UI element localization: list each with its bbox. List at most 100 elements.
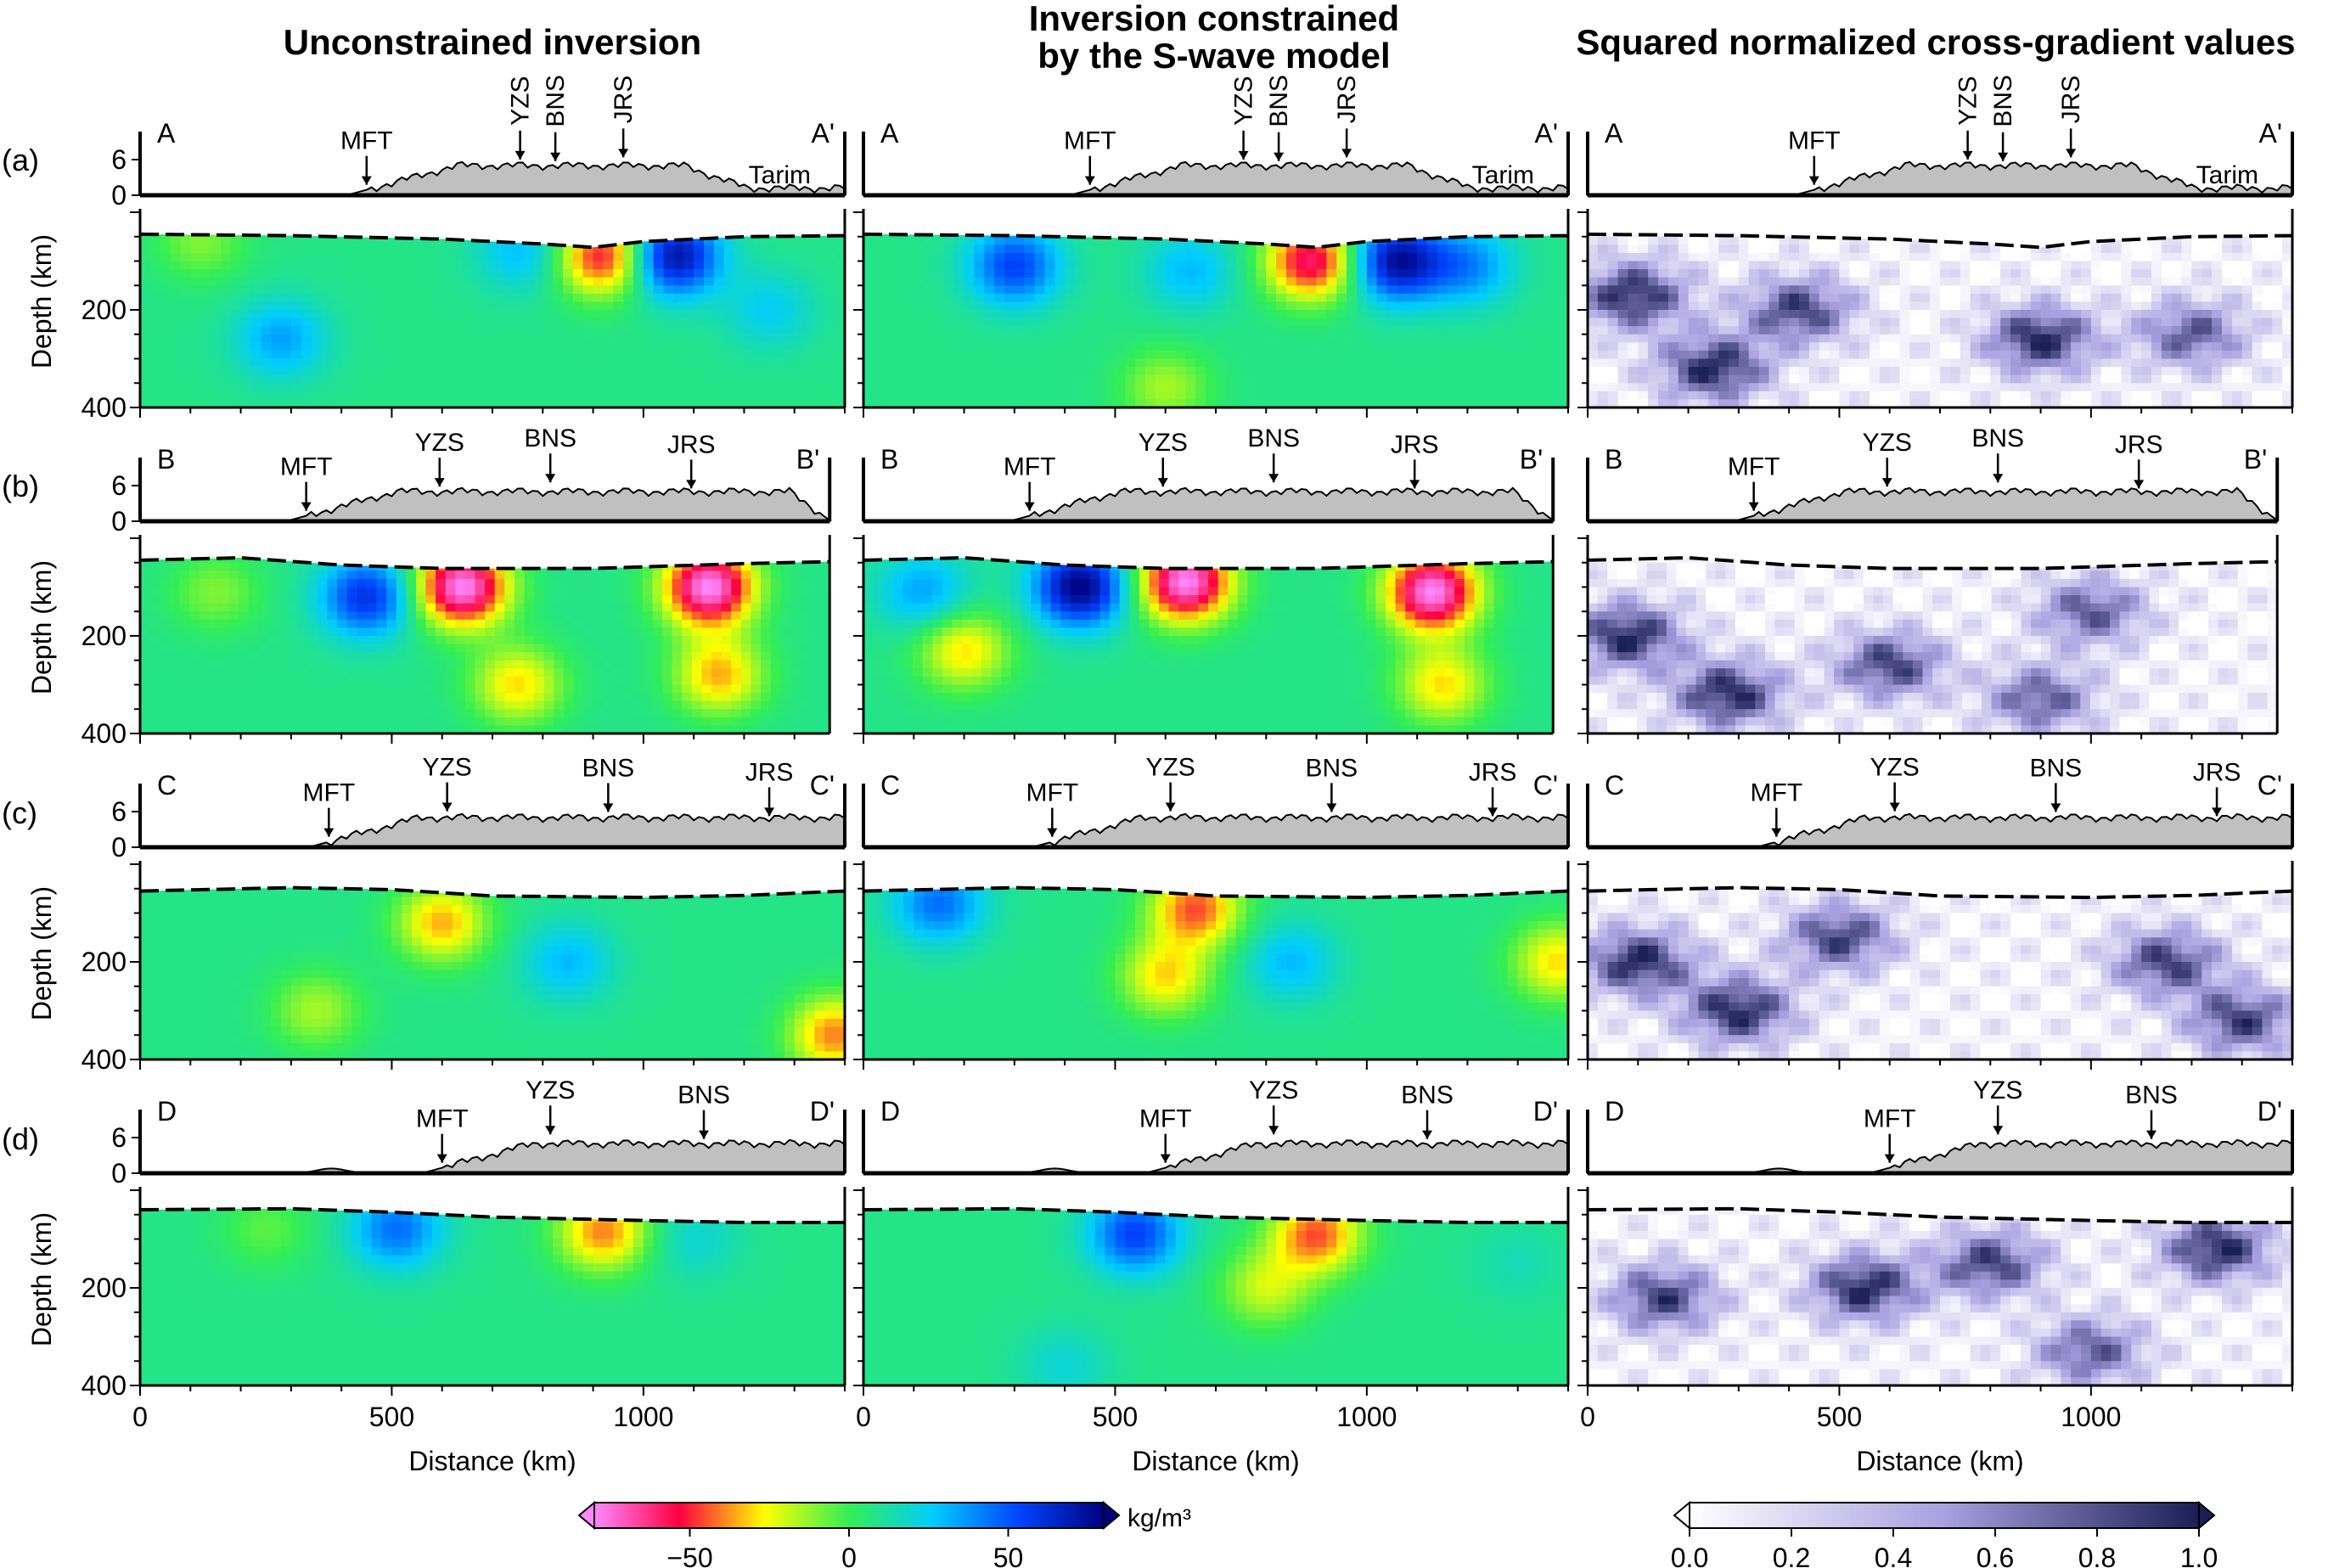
heatmap-cell xyxy=(1256,277,1268,287)
topo-tick-label: 0 xyxy=(111,180,127,211)
heatmap-cell xyxy=(994,285,1005,295)
heatmap-cell xyxy=(893,244,905,254)
heatmap-cell xyxy=(1366,326,1378,335)
heatmap-cell xyxy=(1708,269,1719,278)
heatmap-cell xyxy=(1376,269,1388,278)
heatmap-cell xyxy=(1738,358,1750,368)
heatmap-cell xyxy=(1165,236,1177,246)
heatmap-cell xyxy=(723,310,735,319)
heatmap-cell xyxy=(361,301,373,311)
heatmap-cell xyxy=(351,374,363,385)
heatmap-cell xyxy=(200,367,211,376)
heatmap-cell xyxy=(1517,326,1529,335)
heatmap-cell xyxy=(1185,383,1197,392)
heatmap-cell xyxy=(1960,285,1971,295)
heatmap-cell xyxy=(883,236,895,246)
heatmap-cell xyxy=(1849,293,1860,303)
heatmap-cell xyxy=(1940,244,1951,254)
heatmap-cell xyxy=(794,342,806,351)
heatmap-cell xyxy=(1155,342,1167,351)
heatmap-cell xyxy=(593,318,604,327)
heatmap-cell xyxy=(462,212,473,221)
heatmap-cell xyxy=(200,277,211,287)
heatmap-cell xyxy=(1458,212,1469,221)
heatmap-cell xyxy=(934,277,945,287)
heatmap-cell xyxy=(1729,399,1740,407)
heatmap-cell xyxy=(2010,233,2022,238)
heatmap-cell xyxy=(1930,342,1941,351)
heatmap-cell xyxy=(1034,310,1046,319)
heatmap-cell xyxy=(180,350,192,360)
heatmap-cell xyxy=(1829,310,1841,319)
heatmap-cell xyxy=(774,244,785,254)
heatmap-cell xyxy=(694,277,705,287)
heatmap-cell xyxy=(1698,293,1710,303)
heatmap-cell xyxy=(1336,399,1347,407)
heatmap-cell xyxy=(1879,261,1891,270)
heatmap-cell xyxy=(553,285,564,295)
heatmap-cell xyxy=(2100,399,2112,407)
heatmap-cell xyxy=(1316,277,1328,287)
marker-arrowhead xyxy=(550,152,561,161)
heatmap-cell xyxy=(281,221,292,229)
heatmap-cell xyxy=(1467,399,1479,407)
heatmap-cell xyxy=(2151,358,2162,368)
heatmap-cell xyxy=(391,236,403,246)
heatmap-cell xyxy=(2212,269,2223,278)
heatmap-cell xyxy=(1276,367,1287,376)
heatmap-cell xyxy=(2081,252,2092,262)
heatmap-cell xyxy=(532,233,544,238)
heatmap-cell xyxy=(1075,261,1086,270)
heatmap-cell xyxy=(321,334,333,344)
heatmap-cell xyxy=(1648,399,1659,407)
heatmap-cell xyxy=(2000,318,2011,327)
heatmap-cell xyxy=(290,301,302,311)
heatmap-cell xyxy=(1376,318,1388,327)
heatmap-cell xyxy=(953,383,965,392)
heatmap-cell xyxy=(754,293,765,303)
heatmap-cell xyxy=(1638,358,1649,368)
heatmap-cell xyxy=(522,342,534,351)
heatmap-cell xyxy=(2161,310,2173,319)
heatmap-cell xyxy=(1135,334,1146,344)
heatmap-cell xyxy=(1829,342,1841,351)
heatmap-cell xyxy=(190,334,201,344)
heatmap-cell xyxy=(683,301,694,311)
heatmap-cell xyxy=(1115,221,1126,229)
heatmap-cell xyxy=(361,374,373,385)
heatmap-cell xyxy=(482,269,493,278)
heatmap-cell xyxy=(2081,358,2092,368)
heatmap-cell xyxy=(1899,252,1911,262)
heatmap-cell xyxy=(1517,342,1529,351)
heatmap-cell xyxy=(2030,326,2042,335)
heatmap-cell xyxy=(1909,358,1921,368)
heatmap-cell xyxy=(1920,391,1931,401)
heatmap-cell xyxy=(623,374,634,385)
heatmap-cell xyxy=(1035,221,1046,229)
heatmap-cell xyxy=(371,252,383,262)
heatmap-cell xyxy=(1789,383,1800,392)
heatmap-cell xyxy=(2040,252,2052,262)
heatmap-cell xyxy=(190,391,201,401)
heatmap-cell xyxy=(863,318,874,327)
heatmap-cell xyxy=(170,293,182,303)
heatmap-cell xyxy=(543,269,554,278)
heatmap-cell xyxy=(863,236,874,246)
heatmap-cell xyxy=(1216,334,1227,344)
heatmap-cell xyxy=(613,374,624,385)
heatmap-cell xyxy=(250,285,262,295)
heatmap-cell xyxy=(1417,326,1428,335)
heatmap-cell xyxy=(924,391,935,401)
heatmap-cell xyxy=(593,277,604,287)
heatmap-cell xyxy=(200,244,211,254)
heatmap-cell xyxy=(1145,277,1156,287)
heatmap-cell xyxy=(1507,350,1519,360)
heatmap-cell xyxy=(1397,358,1409,368)
heatmap-cell xyxy=(1638,391,1649,401)
heatmap-cell xyxy=(1759,212,1770,221)
heatmap-cell xyxy=(1667,293,1679,303)
heatmap-cell xyxy=(593,244,604,254)
heatmap-cell xyxy=(1065,358,1076,368)
heatmap-cell xyxy=(1538,358,1549,368)
heatmap-cell xyxy=(1075,358,1086,368)
